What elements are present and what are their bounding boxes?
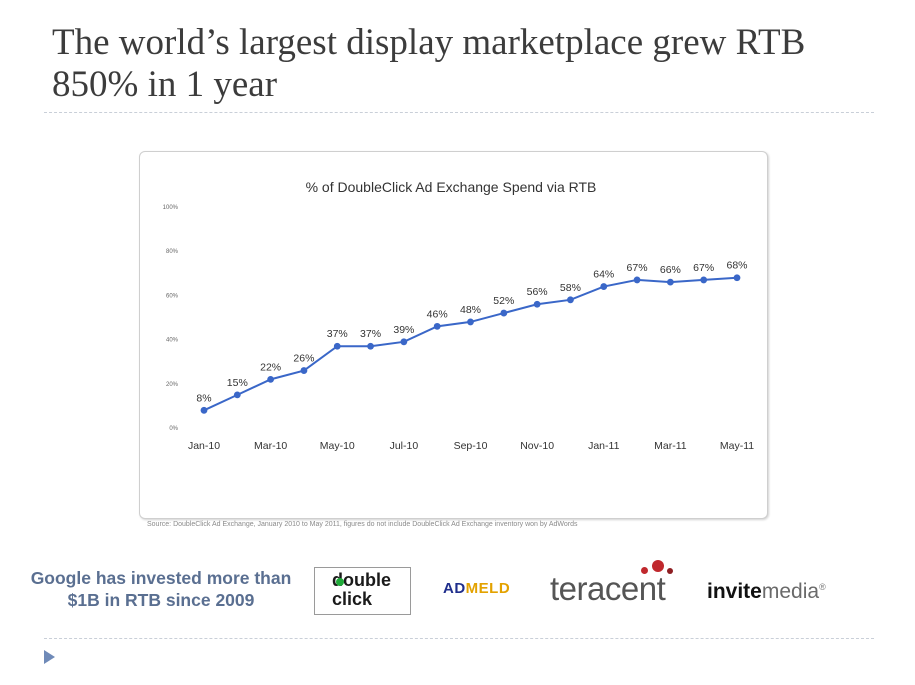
data-point: [700, 276, 708, 284]
data-label: 58%: [560, 282, 581, 294]
invitemedia-logo: invitemedia®: [707, 580, 826, 604]
data-label: 26%: [293, 353, 314, 365]
admeld-logo-meld: MELD: [465, 580, 511, 597]
doubleclick-logo-dot: [336, 578, 344, 586]
data-label: 37%: [360, 328, 381, 340]
data-label: 64%: [593, 269, 614, 281]
data-point: [433, 322, 441, 330]
data-label: 48%: [460, 304, 481, 316]
data-point: [533, 300, 541, 308]
bottom-divider: [44, 638, 874, 639]
top-divider: [44, 112, 874, 113]
bullet-arrow-icon: [44, 650, 55, 664]
series-line: [203, 276, 738, 412]
chart-title: % of DoubleClick Ad Exchange Spend via R…: [306, 179, 597, 195]
x-tick-label: Mar-10: [254, 440, 287, 452]
data-point: [233, 391, 241, 399]
data-label: 68%: [726, 260, 747, 272]
data-label: 39%: [393, 324, 414, 336]
data-label: 52%: [493, 295, 514, 307]
data-label: 56%: [527, 286, 548, 298]
line-chart: % of DoubleClick Ad Exchange Spend via R…: [163, 179, 755, 452]
invitemedia-logo-media: media: [761, 580, 820, 603]
data-point: [267, 375, 275, 383]
x-tick-label: May-10: [320, 440, 355, 452]
teracent-logo-text: teracent: [550, 570, 666, 607]
data-point: [733, 274, 741, 282]
data-label: 37%: [327, 328, 348, 340]
data-point: [633, 276, 641, 284]
data-point: [600, 283, 608, 290]
x-tick-label: Jan-11: [588, 440, 619, 452]
teracent-logo-dot-medium: [641, 567, 648, 574]
data-point: [200, 406, 208, 414]
data-point: [333, 342, 341, 350]
data-point: [367, 342, 374, 350]
data-point: [300, 367, 308, 374]
invitemedia-logo-reg: ®: [819, 582, 826, 592]
data-label: 46%: [427, 308, 448, 320]
data-point: [500, 309, 508, 317]
chart-panel: % of DoubleClick Ad Exchange Spend via R…: [139, 151, 768, 519]
x-tick-label: Sep-10: [454, 440, 488, 452]
y-tick-label: 0%: [169, 426, 178, 432]
data-label: 15%: [227, 377, 248, 389]
admeld-logo: ADMELD: [443, 580, 510, 597]
x-axis: Jan-10 Mar-10 May-10 Jul-10 Sep-10 Nov-10 Jan-…: [188, 440, 754, 452]
data-point: [567, 296, 574, 304]
data-label: 67%: [693, 262, 714, 274]
y-tick-label: 80%: [166, 249, 179, 255]
doubleclick-logo-line2: click: [332, 589, 373, 609]
y-axis: 0% 20% 40% 60% 80% 100%: [163, 205, 179, 432]
x-tick-label: May-11: [720, 440, 754, 452]
y-tick-label: 20%: [166, 382, 179, 388]
series-rtb-share: 8% 15% 22% 26% 37% 37% 39% 46% 48% 52% 56% 58% 64% 67…: [196, 260, 748, 414]
invitemedia-logo-invite: invite: [707, 580, 762, 603]
slide-title: The world’s largest display marketplace …: [52, 22, 806, 105]
data-point: [400, 338, 408, 346]
source-note: Source: DoubleClick Ad Exchange, January…: [147, 521, 578, 528]
y-tick-label: 100%: [163, 205, 179, 211]
x-tick-label: Jul-10: [390, 440, 419, 452]
data-point: [467, 318, 474, 326]
x-tick-label: Nov-10: [520, 440, 554, 452]
data-label: 22%: [260, 361, 281, 373]
doubleclick-logo: double click: [314, 567, 411, 615]
doubleclick-logo-line1: double: [332, 570, 391, 590]
data-point: [666, 278, 674, 286]
teracent-logo: teracent: [550, 560, 673, 608]
y-tick-label: 40%: [166, 338, 179, 344]
teracent-logo-dot-small: [667, 568, 673, 574]
data-label: 8%: [196, 392, 211, 404]
y-tick-label: 60%: [166, 293, 179, 299]
teracent-logo-dot-large: [652, 560, 664, 572]
x-tick-label: Jan-10: [188, 440, 220, 452]
investment-statement: Google has invested more than $1B in RTB…: [30, 568, 292, 610]
admeld-logo-ad: AD: [443, 580, 466, 597]
x-tick-label: Mar-11: [654, 440, 687, 452]
data-label: 66%: [660, 264, 681, 276]
data-label: 67%: [627, 262, 648, 274]
